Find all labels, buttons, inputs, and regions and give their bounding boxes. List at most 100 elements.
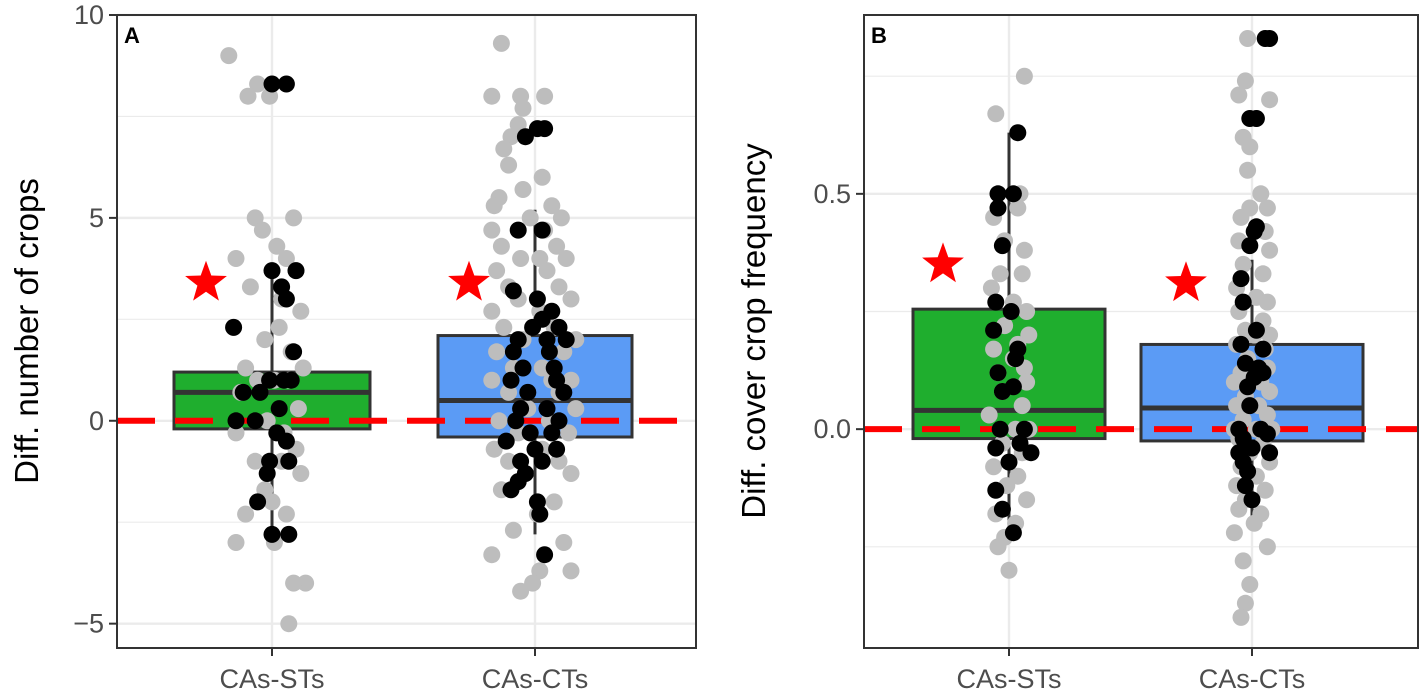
- data-point: [287, 262, 305, 280]
- data-point: [993, 383, 1011, 400]
- data-point: [277, 505, 295, 523]
- data-point: [514, 99, 532, 117]
- data-point: [989, 199, 1007, 217]
- data-point: [277, 290, 295, 308]
- data-point: [1247, 110, 1265, 127]
- data-point: [989, 185, 1007, 203]
- data-point: [1258, 538, 1276, 556]
- data-point: [1261, 241, 1279, 259]
- data-point: [241, 278, 259, 296]
- data-point: [258, 465, 276, 482]
- panel-a-ticks: −5 0 5 10 CAs-STs CAs-CTs: [73, 0, 588, 694]
- data-point: [524, 574, 542, 592]
- data-point: [280, 615, 298, 633]
- data-point: [1258, 425, 1276, 443]
- data-point: [993, 237, 1011, 255]
- data-point: [540, 343, 558, 361]
- data-point: [512, 250, 530, 267]
- data-point: [548, 440, 566, 458]
- significance-star: [185, 260, 227, 301]
- data-point: [1258, 199, 1276, 217]
- data-point: [1236, 354, 1254, 372]
- data-point: [543, 424, 561, 442]
- data-point: [285, 209, 303, 227]
- data-point: [528, 290, 546, 308]
- data-point: [246, 412, 264, 430]
- data-point: [490, 412, 508, 430]
- data-point: [550, 278, 568, 296]
- data-point: [985, 340, 1003, 358]
- data-point: [562, 465, 580, 482]
- data-point: [536, 87, 554, 105]
- data-point: [512, 582, 530, 600]
- data-point: [277, 75, 295, 93]
- data-point: [1232, 608, 1250, 626]
- data-point: [1258, 293, 1276, 311]
- data-point: [1015, 67, 1033, 85]
- data-point: [552, 209, 570, 227]
- data-point: [516, 128, 534, 146]
- data-point: [1232, 335, 1250, 353]
- data-point: [485, 440, 503, 458]
- data-point: [1228, 397, 1246, 415]
- data-point: [246, 452, 264, 470]
- data-point: [227, 424, 245, 442]
- data-point: [1241, 576, 1259, 593]
- data-point: [1000, 561, 1018, 579]
- data-point: [1258, 406, 1276, 424]
- data-point: [567, 400, 585, 418]
- data-point: [982, 279, 1000, 297]
- data-point: [488, 343, 506, 361]
- data-point: [1243, 491, 1261, 509]
- data-point: [258, 412, 276, 430]
- data-point: [485, 197, 503, 215]
- data-point: [263, 493, 281, 511]
- data-point: [237, 505, 255, 523]
- data-point: [1239, 463, 1257, 480]
- data-point: [225, 318, 243, 336]
- panel-a-border: [116, 14, 697, 649]
- x-tick-label: CAs-STs: [956, 664, 1061, 694]
- significance-star: [922, 242, 964, 283]
- data-point: [1013, 265, 1031, 283]
- data-point: [533, 168, 551, 186]
- data-point: [1236, 477, 1254, 495]
- data-point: [1225, 524, 1243, 542]
- data-point: [502, 371, 520, 389]
- data-point: [495, 318, 513, 336]
- data-point: [1232, 270, 1250, 288]
- x-tick-label: CAs-CTs: [1199, 664, 1306, 694]
- data-point: [533, 452, 551, 470]
- panel-b: 0.0 0.5 CAs-STs CAs-CTs B Diff. cover crop …: [735, 14, 1419, 694]
- data-point: [500, 452, 518, 470]
- data-point: [488, 262, 506, 280]
- data-point: [297, 574, 315, 592]
- data-point: [277, 432, 295, 450]
- data-point: [497, 432, 515, 450]
- data-point: [1245, 223, 1263, 240]
- data-point: [1018, 303, 1036, 320]
- data-point: [1230, 86, 1248, 104]
- data-point: [227, 412, 245, 430]
- data-point: [1261, 91, 1279, 109]
- data-point: [1018, 491, 1036, 509]
- data-point: [483, 371, 501, 389]
- data-point: [280, 452, 298, 470]
- data-point: [270, 318, 288, 336]
- x-tick-label: CAs-STs: [219, 664, 324, 694]
- data-point: [1256, 481, 1274, 499]
- data-point: [555, 383, 573, 401]
- data-point: [1261, 383, 1279, 400]
- data-point: [237, 359, 255, 377]
- data-point: [253, 221, 271, 239]
- data-point: [1009, 199, 1027, 217]
- data-point: [292, 302, 310, 320]
- data-point: [987, 439, 1005, 457]
- data-point: [521, 424, 539, 442]
- data-point: [263, 75, 281, 93]
- data-point: [483, 302, 501, 320]
- data-point: [263, 262, 281, 280]
- panel-a-label: A: [124, 23, 140, 48]
- panel-b-y-axis-title: Diff. cover crop frequency: [735, 143, 772, 519]
- data-point: [483, 87, 501, 105]
